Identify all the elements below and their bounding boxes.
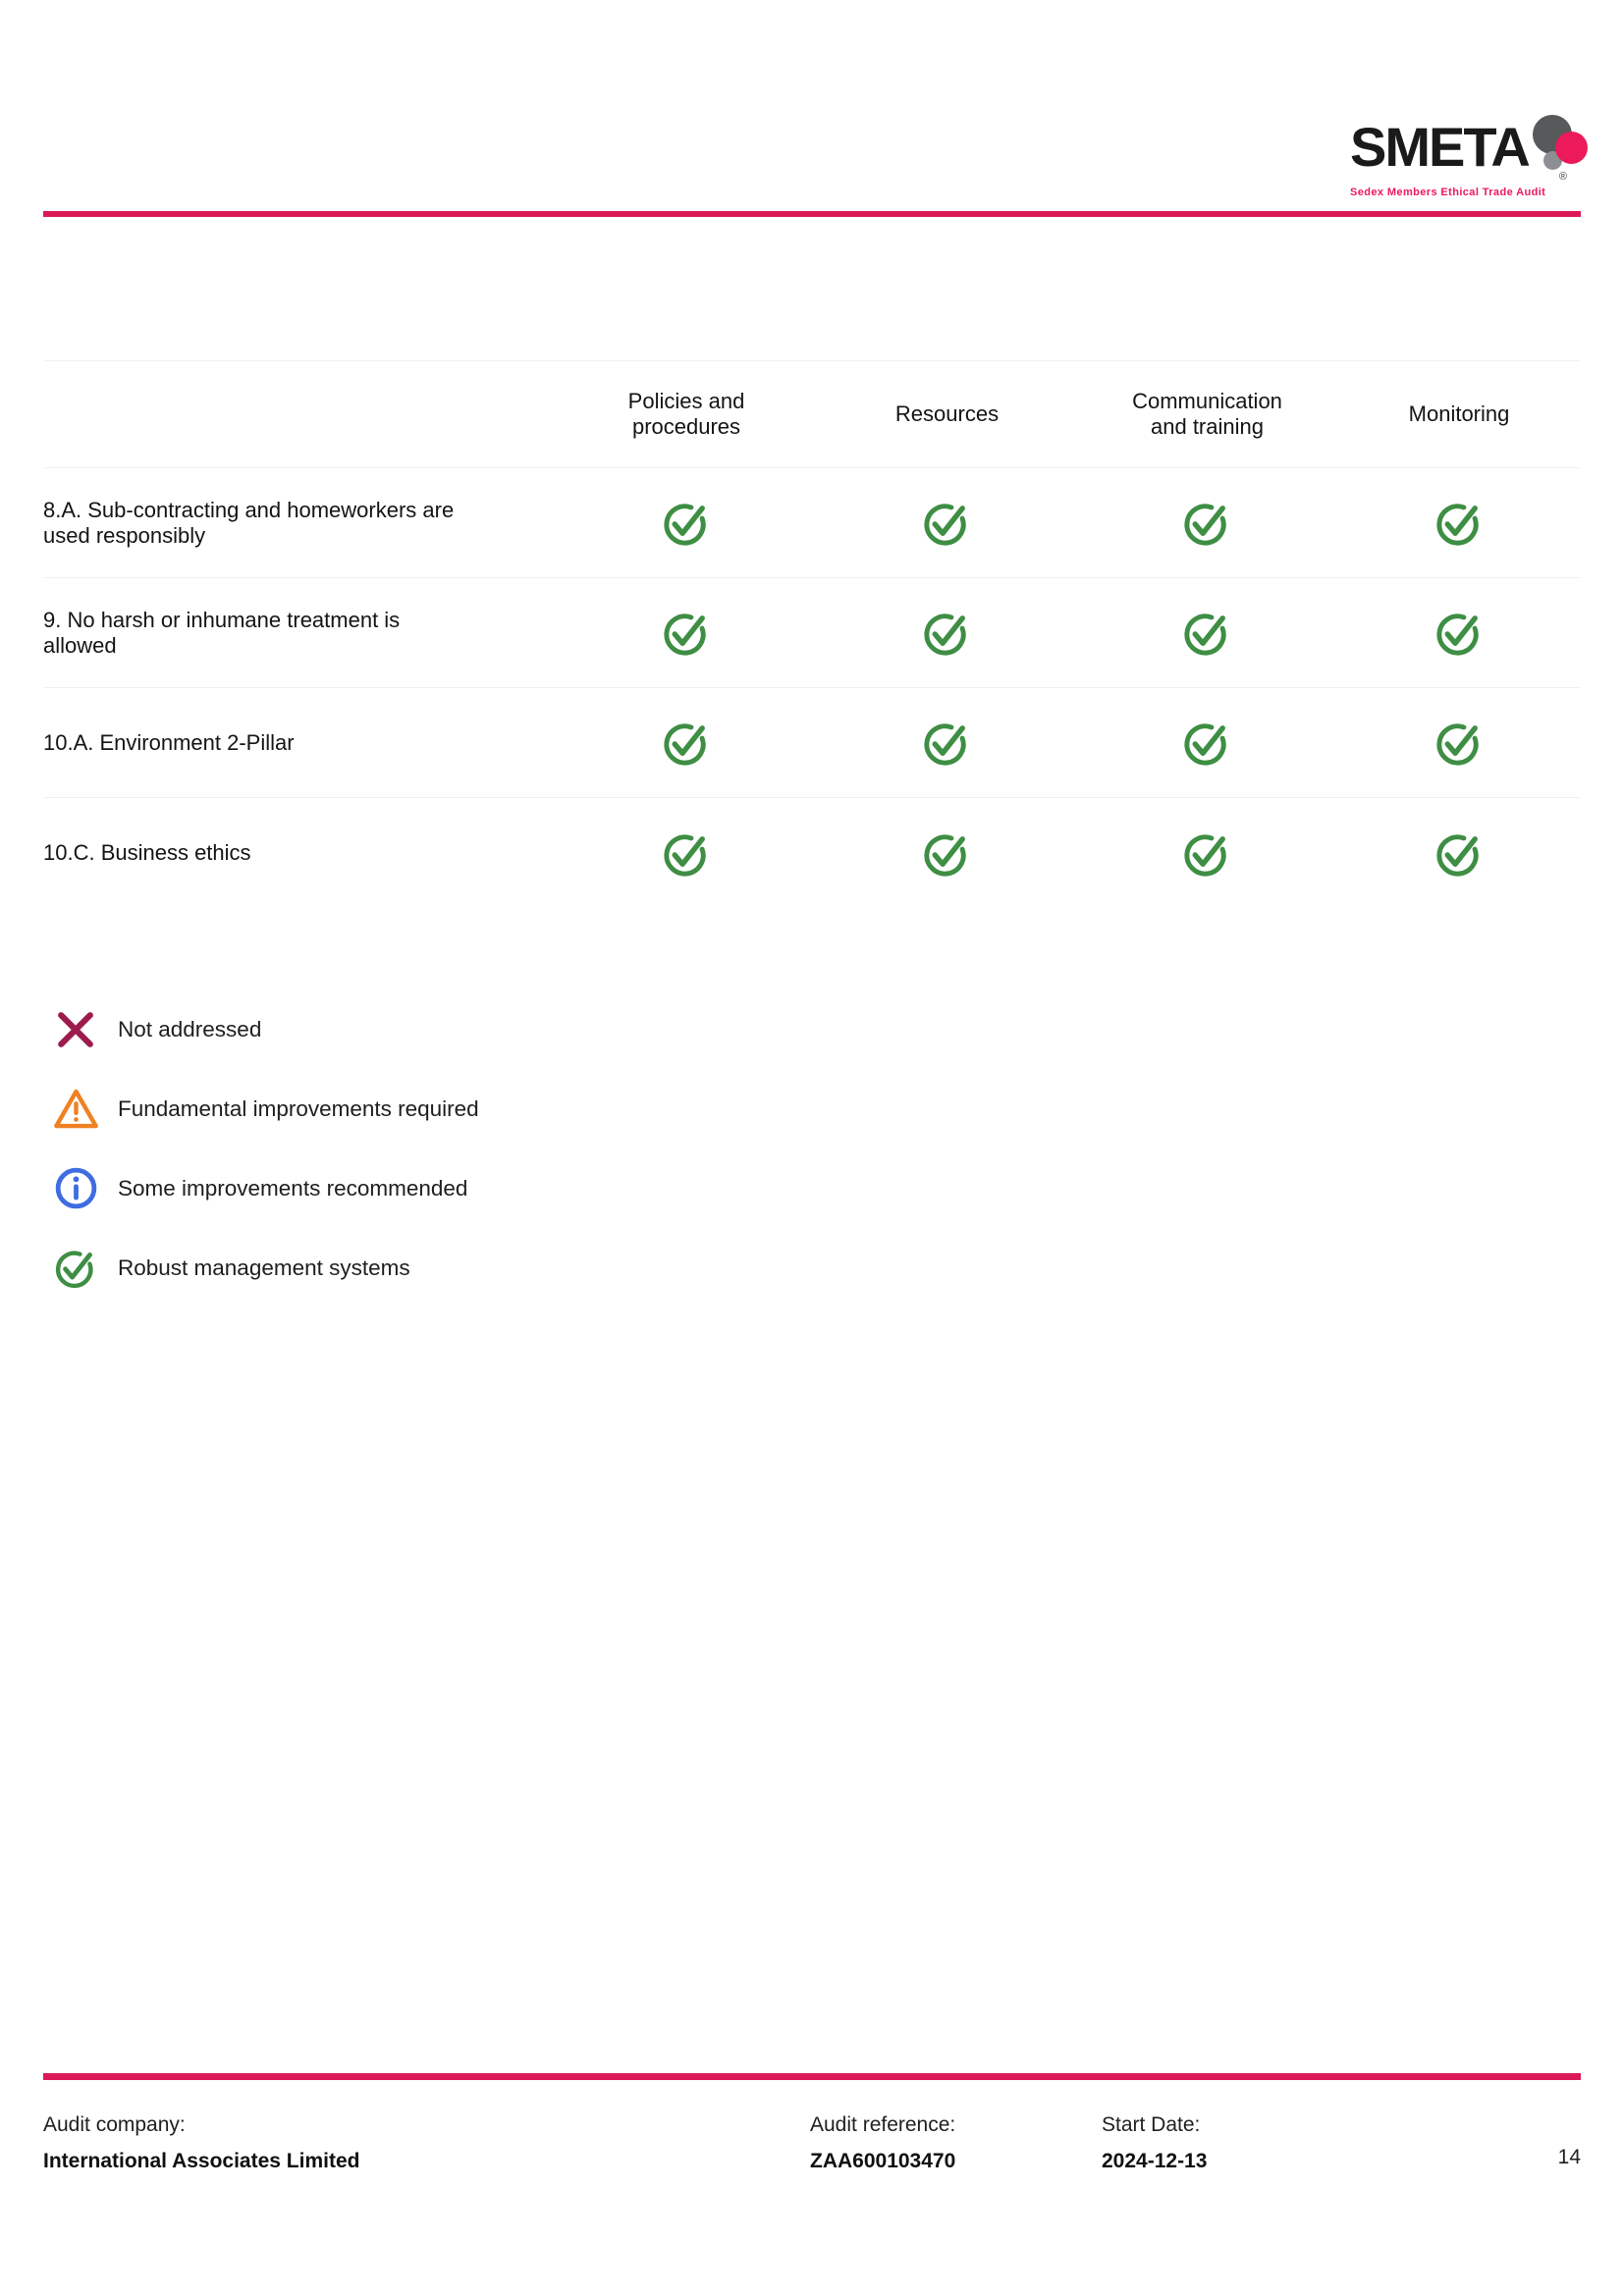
status-cell (817, 716, 1077, 770)
start-date-value: 2024-12-13 (1102, 2150, 1208, 2172)
status-cell (556, 496, 817, 550)
column-header-policies: Policies and procedures (627, 389, 745, 439)
table-row: 9. No harsh or inhumane treatment is all… (43, 578, 1581, 688)
check-circle-icon (663, 504, 706, 546)
check-circle-icon (1184, 504, 1226, 546)
smeta-logo: SMETA ® Sedex Members Ethical Trade Audi… (1350, 115, 1588, 198)
check-circle-icon (1435, 723, 1479, 766)
status-cell (1337, 606, 1581, 660)
info-circle-icon (55, 1167, 96, 1209)
legend-icon (47, 1007, 104, 1052)
status-cell (556, 716, 817, 770)
status-cell (1337, 827, 1581, 881)
check-circle-icon (1184, 723, 1226, 766)
status-cell (1077, 716, 1337, 770)
table-header-row: Policies and procedures Resources Commun… (43, 360, 1581, 468)
check-circle-icon (1435, 504, 1479, 546)
column-header-communication: Communication and training (1132, 389, 1282, 439)
page-number: 14 (1557, 2146, 1581, 2168)
cross-icon (58, 1011, 93, 1047)
row-label: 9. No harsh or inhumane treatment is all… (43, 607, 401, 658)
smeta-tagline: Sedex Members Ethical Trade Audit (1350, 187, 1546, 198)
management-systems-table: Policies and procedures Resources Commun… (43, 360, 1581, 908)
check-circle-icon (924, 504, 966, 546)
check-circle-icon (1184, 833, 1226, 877)
smeta-logo-dots: ® (1531, 115, 1588, 186)
audit-company-label: Audit company: (43, 2113, 186, 2136)
legend-icon (47, 1164, 104, 1212)
check-circle-icon (924, 833, 966, 877)
status-cell (1337, 716, 1581, 770)
column-header-monitoring: Monitoring (1408, 401, 1510, 427)
legend-item-fundamental-improvements: Fundamental improvements required (47, 1069, 479, 1148)
smeta-wordmark: SMETA (1350, 116, 1531, 178)
check-circle-icon (663, 833, 706, 877)
check-circle-icon (1435, 614, 1479, 656)
status-legend: Not addressed Fundamental improvements r… (47, 989, 479, 1308)
warning-triangle-icon (53, 1089, 98, 1129)
row-label: 8.A. Sub-contracting and homeworkers are… (43, 497, 455, 548)
legend-label: Fundamental improvements required (118, 1095, 479, 1121)
header-divider (43, 211, 1581, 217)
legend-item-robust-management: Robust management systems (47, 1228, 479, 1308)
row-label: 10.A. Environment 2-Pillar (43, 729, 295, 755)
status-cell (817, 606, 1077, 660)
footer-audit-reference: Audit reference: ZAA600103470 (810, 2113, 955, 2173)
status-cell (817, 827, 1077, 881)
footer-divider (43, 2073, 1581, 2080)
check-circle-icon (1184, 614, 1226, 656)
legend-label: Not addressed (118, 1016, 262, 1041)
registered-trademark: ® (1558, 171, 1567, 183)
legend-item-some-improvements: Some improvements recommended (47, 1148, 479, 1228)
status-cell (1077, 496, 1337, 550)
check-circle-icon (1435, 833, 1479, 877)
table-row: 10.C. Business ethics (43, 798, 1581, 908)
status-cell (1077, 606, 1337, 660)
footer-audit-company: Audit company: International Associates … (43, 2113, 359, 2173)
table-row: 8.A. Sub-contracting and homeworkers are… (43, 468, 1581, 578)
row-label: 10.C. Business ethics (43, 840, 251, 866)
logo-dot-pink (1554, 132, 1588, 164)
check-circle-icon (663, 614, 706, 656)
column-header-resources: Resources (894, 401, 1000, 427)
table-row: 10.A. Environment 2-Pillar (43, 688, 1581, 798)
start-date-label: Start Date: (1102, 2113, 1201, 2136)
check-circle-icon (924, 723, 966, 766)
check-circle-icon (924, 614, 966, 656)
status-cell (556, 606, 817, 660)
audit-reference-label: Audit reference: (810, 2113, 956, 2136)
legend-label: Robust management systems (118, 1255, 410, 1280)
status-cell (1077, 827, 1337, 881)
check-circle-icon (663, 723, 706, 766)
legend-item-not-addressed: Not addressed (47, 989, 479, 1069)
legend-label: Some improvements recommended (118, 1175, 468, 1201)
legend-icon (47, 1085, 104, 1133)
audit-company-value: International Associates Limited (43, 2150, 360, 2172)
check-circle-icon (55, 1251, 93, 1289)
audit-reference-value: ZAA600103470 (810, 2150, 956, 2172)
footer-start-date: Start Date: 2024-12-13 (1102, 2113, 1207, 2173)
status-cell (817, 496, 1077, 550)
status-cell (556, 827, 817, 881)
legend-icon (47, 1244, 104, 1292)
status-cell (1337, 496, 1581, 550)
